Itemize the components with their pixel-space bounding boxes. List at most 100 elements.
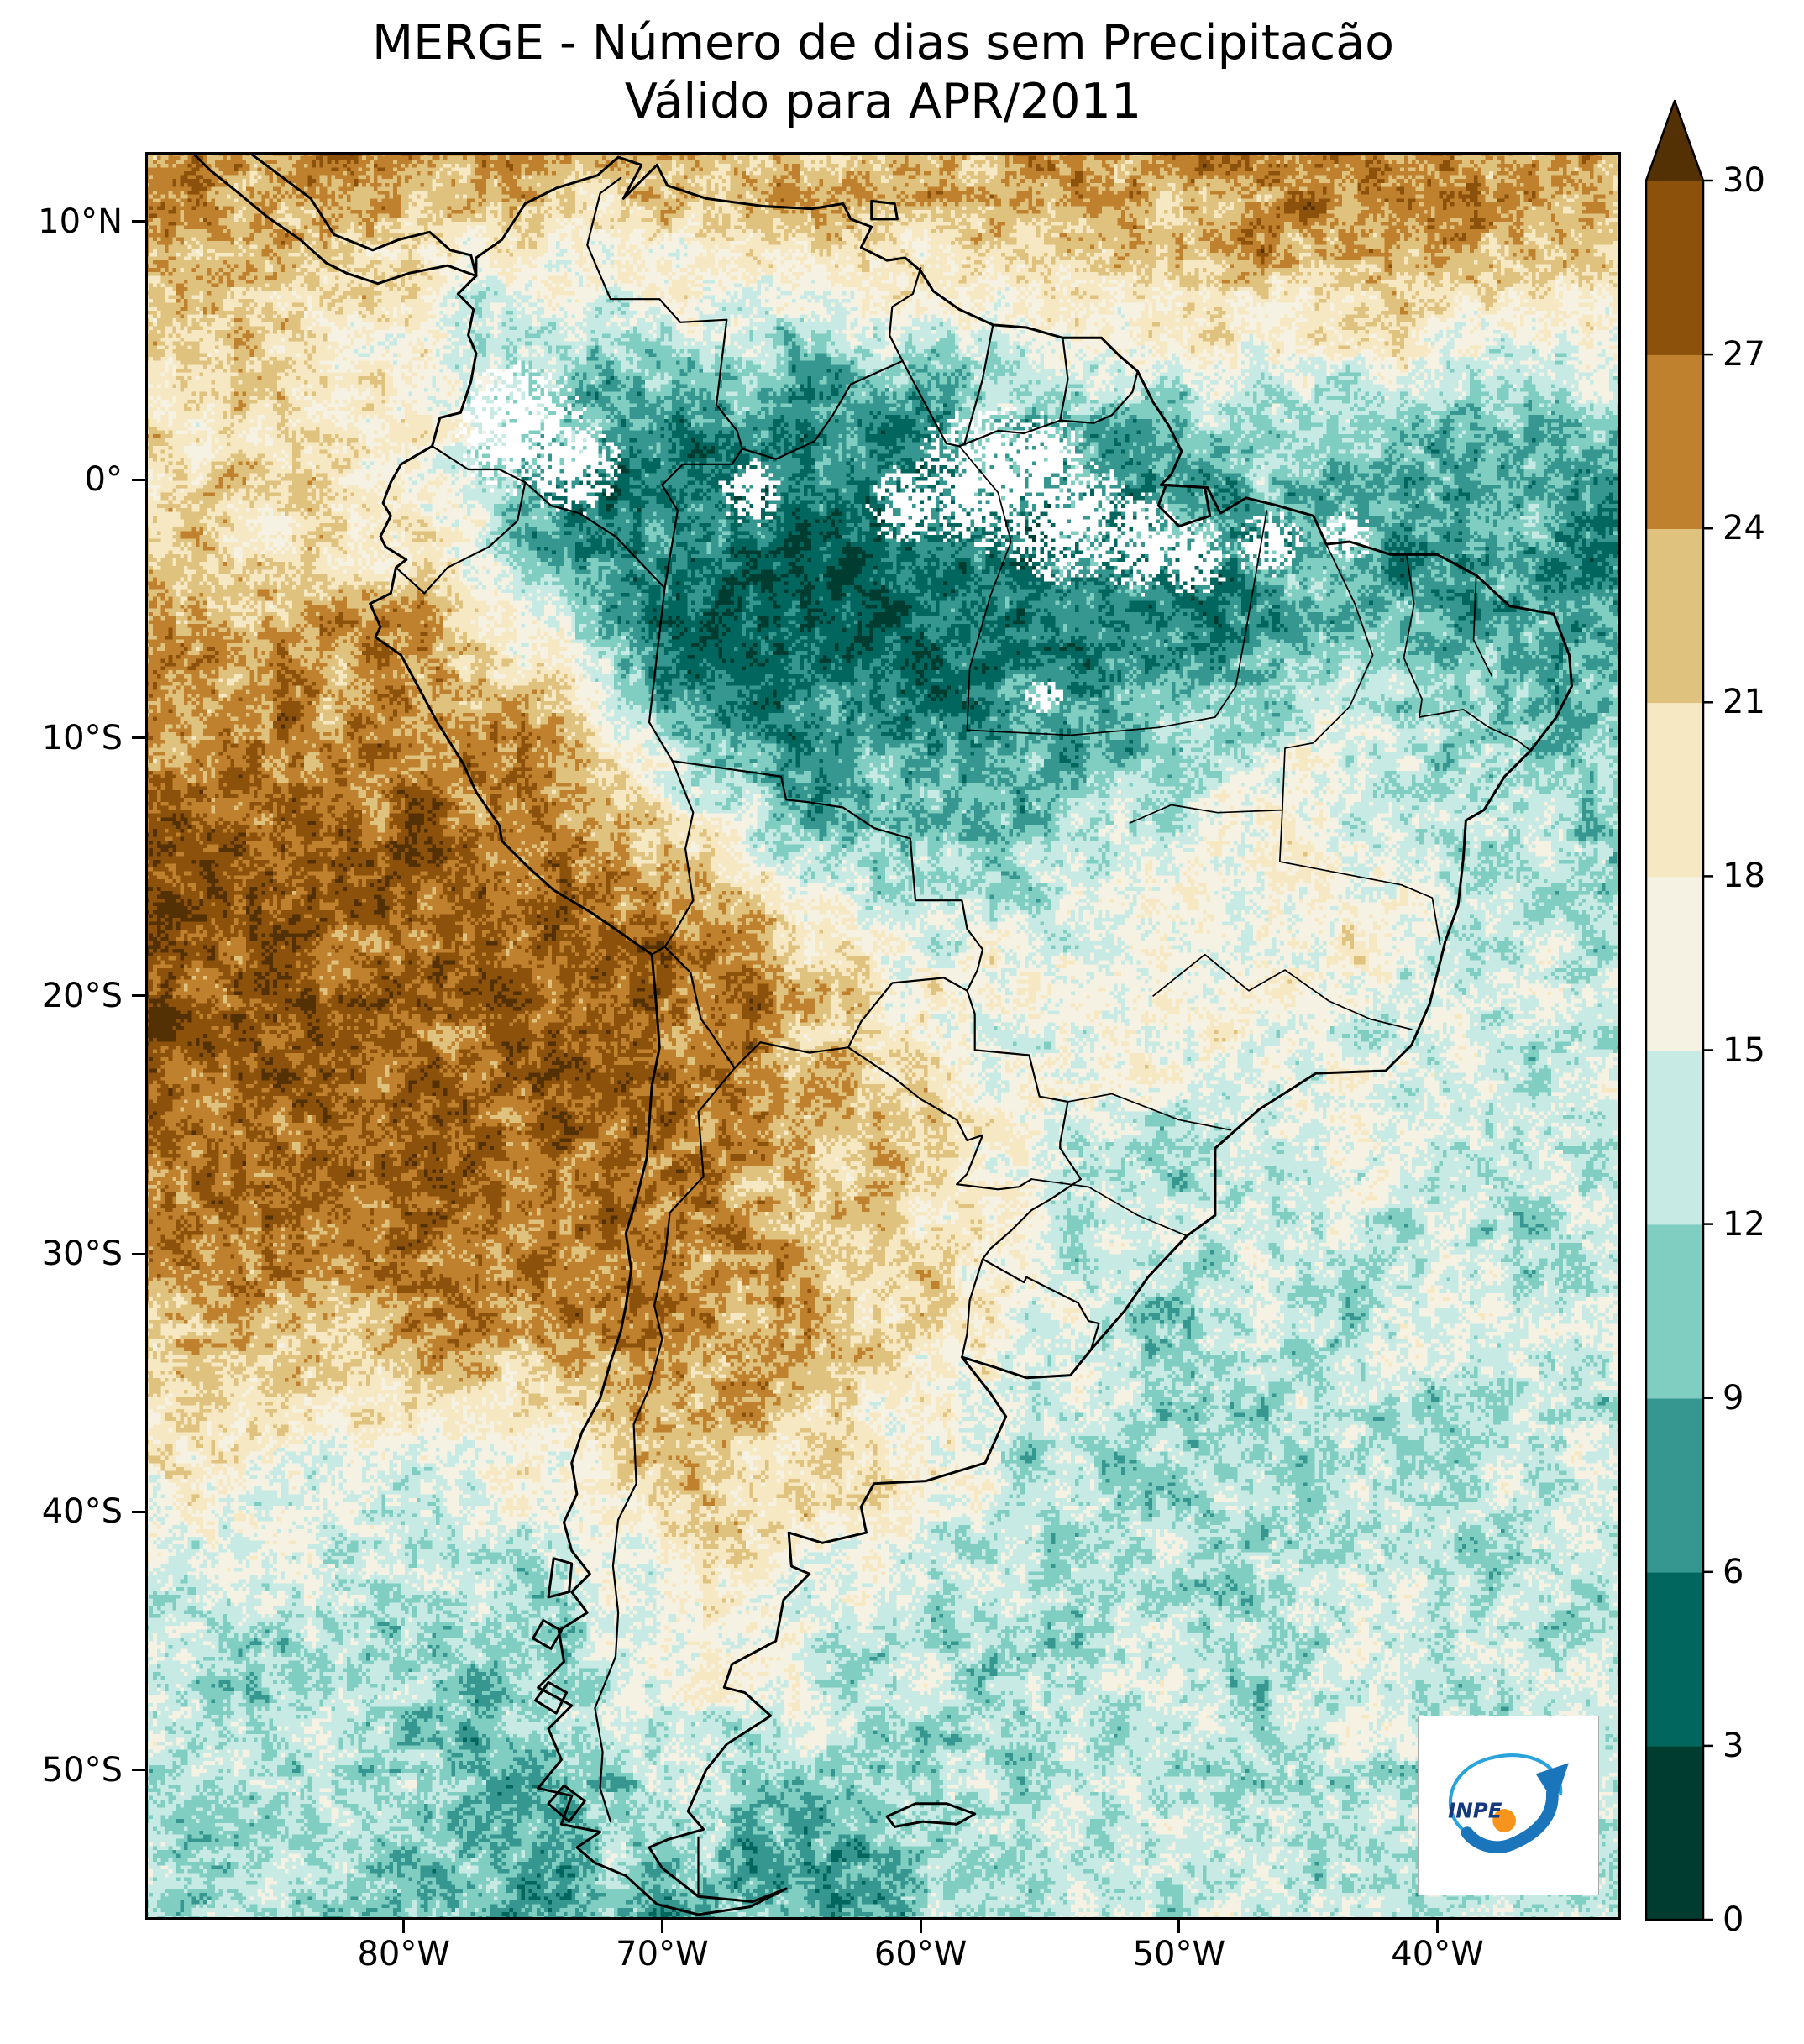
country-border: [648, 587, 674, 763]
coastline: [369, 155, 1573, 1916]
country-border: [981, 1147, 1082, 1260]
lat-tick-label: 30°S: [41, 1234, 123, 1274]
state-border: [1282, 543, 1374, 811]
lon-tick-label: 40°W: [1391, 1935, 1484, 1973]
map-raster: [145, 152, 1621, 1920]
colorbar-bin: [1646, 1397, 1703, 1573]
country-border: [671, 760, 984, 992]
country-border: [847, 977, 968, 1049]
country-border: [966, 989, 1069, 1150]
country-border: [395, 481, 527, 595]
country-border: [594, 1067, 736, 1823]
lat-tick-label: 10°N: [38, 202, 123, 241]
colorbar-tick-label: 24: [1723, 509, 1765, 548]
colorbar-tick-label: 9: [1723, 1378, 1744, 1418]
state-border: [1152, 953, 1413, 1030]
inpe-logo-text: INPE: [1448, 1799, 1502, 1823]
lat-tickmark: [132, 478, 145, 481]
country-border: [431, 445, 527, 484]
inpe-arrowhead-icon: [1535, 1763, 1569, 1805]
country-border: [889, 267, 922, 362]
coastline: [547, 1557, 574, 1599]
lat-tick-label: 0°: [84, 460, 123, 500]
colorbar: [1645, 99, 1713, 1921]
colorbar-bin: [1646, 1745, 1703, 1921]
colorbar-bin: [1646, 528, 1703, 704]
country-border: [663, 760, 695, 948]
country-border: [961, 1258, 984, 1359]
colorbar-tick-label: 21: [1723, 683, 1765, 722]
map-frame: [145, 152, 1621, 1920]
state-border: [1030, 1178, 1188, 1237]
lat-tick-label: 10°S: [41, 718, 123, 757]
colorbar-tick-label: 18: [1723, 857, 1765, 896]
coastline: [885, 1802, 977, 1828]
lat-tickmark: [132, 1769, 145, 1772]
colorbar-tick-label: 12: [1723, 1204, 1765, 1244]
coastline: [190, 152, 478, 286]
lon-tick-label: 60°W: [873, 1935, 968, 1973]
lat-tickmark: [132, 994, 145, 998]
colorbar-bin: [1646, 1050, 1703, 1225]
colorbar-bin: [1646, 876, 1703, 1051]
country-border: [741, 359, 904, 460]
colorbar-bin: [1646, 354, 1703, 529]
colorbar-tick-label: 15: [1723, 1030, 1765, 1070]
colorbar-bin: [1646, 181, 1703, 355]
inpe-logo-graphic: INPE: [1448, 1753, 1569, 1853]
lat-tick-label: 50°S: [41, 1750, 123, 1790]
lon-tickmark: [402, 1920, 406, 1933]
map-borders-overlay: [145, 152, 1621, 1920]
state-border: [1067, 1093, 1232, 1131]
lat-tick-label: 20°S: [41, 976, 123, 1015]
lon-tick-label: 50°W: [1132, 1935, 1226, 1973]
colorbar-tick-label: 27: [1723, 335, 1765, 375]
lat-tickmark: [132, 1252, 145, 1255]
coastline: [547, 1784, 586, 1823]
map-area: INPE: [145, 152, 1621, 1920]
inpe-arrow-curve: [1461, 1786, 1559, 1853]
lon-tick-label: 80°W: [357, 1935, 450, 1973]
coastline: [532, 1619, 563, 1650]
colorbar-tick-label: 3: [1723, 1726, 1744, 1765]
state-border: [966, 716, 1216, 736]
lat-tickmark: [132, 736, 145, 740]
colorbar-bin: [1646, 702, 1703, 878]
country-border: [663, 946, 736, 1069]
lon-tickmark: [1177, 1920, 1181, 1933]
chart-title-line2: Válido para APR/2011: [624, 74, 1142, 129]
country-border: [901, 359, 1139, 448]
state-border: [958, 445, 1012, 731]
country-border: [847, 1046, 1033, 1191]
state-border: [1403, 553, 1532, 752]
state-border: [1129, 804, 1283, 824]
lat-tickmark: [132, 220, 145, 223]
coastline: [1156, 483, 1212, 528]
colorbar-tick-label: 30: [1723, 161, 1765, 200]
chart-title-line1: MERGE - Número de dias sem Precipitacão: [371, 15, 1395, 71]
colorbar-bin: [1646, 1571, 1703, 1747]
country-border: [1059, 337, 1069, 422]
colorbar-bin: [1646, 1224, 1703, 1399]
lon-tickmark: [660, 1920, 663, 1933]
lon-tickmark: [919, 1920, 922, 1933]
coastline: [870, 199, 899, 221]
lon-tick-label: 70°W: [616, 1935, 709, 1973]
country-border: [963, 323, 994, 445]
state-border: [1278, 809, 1441, 946]
colorbar-tick-label: 6: [1723, 1552, 1744, 1591]
state-border: [1472, 574, 1492, 677]
lat-tickmark: [132, 1510, 145, 1513]
country-border: [733, 1041, 850, 1069]
country-border: [524, 481, 666, 590]
coastline: [534, 1680, 569, 1715]
inpe-logo: INPE: [1418, 1716, 1599, 1895]
state-border: [1214, 510, 1268, 718]
country-border: [586, 176, 743, 450]
lat-tick-label: 40°S: [41, 1492, 123, 1532]
country-border: [981, 1258, 1100, 1350]
colorbar-extend-arrow: [1646, 101, 1703, 181]
lon-tickmark: [1436, 1920, 1440, 1933]
country-border: [661, 448, 743, 590]
